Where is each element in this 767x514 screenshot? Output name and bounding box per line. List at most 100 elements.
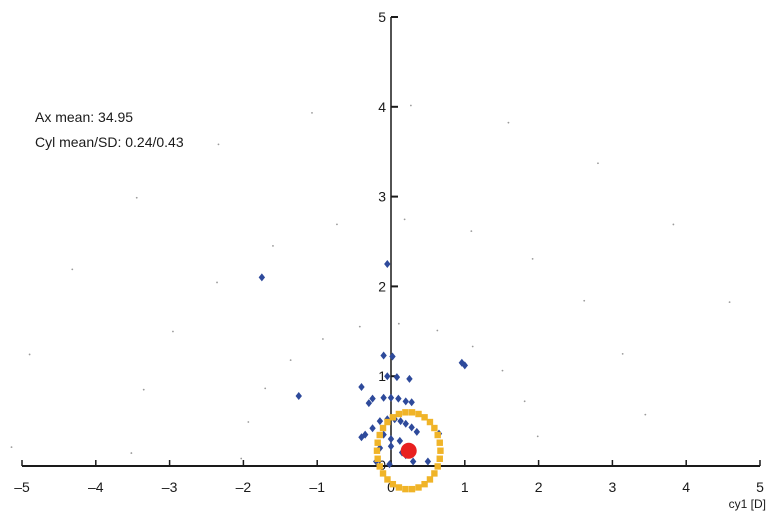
data-point xyxy=(397,417,404,426)
x-tick-label: –4 xyxy=(88,479,104,495)
grid-dot xyxy=(142,388,145,391)
grid-dot xyxy=(216,281,218,284)
grid-dot xyxy=(501,369,504,372)
grid-dot xyxy=(130,452,133,454)
sd-circle-marker xyxy=(395,484,403,491)
data-point xyxy=(402,419,409,428)
sd-circle-marker xyxy=(389,480,397,488)
sd-circle-marker xyxy=(395,410,403,418)
grid-dot xyxy=(523,400,526,403)
sd-circle-marker xyxy=(421,480,428,488)
data-point xyxy=(386,460,393,469)
data-point xyxy=(376,417,384,426)
sd-circle-marker xyxy=(373,447,381,454)
sd-circle-marker xyxy=(402,485,409,493)
sd-circle-marker xyxy=(437,447,444,454)
x-tick-label: 4 xyxy=(682,479,690,495)
data-point xyxy=(393,373,401,382)
data-point xyxy=(387,442,395,451)
data-point xyxy=(387,435,395,444)
grid-dot xyxy=(172,330,174,333)
data-point xyxy=(387,393,395,402)
sd-circle xyxy=(373,409,444,493)
data-point xyxy=(295,391,302,400)
grid-dot xyxy=(471,345,474,348)
grid-dot xyxy=(71,268,74,271)
grid-dot xyxy=(289,359,292,362)
grid-dot xyxy=(507,121,510,124)
sd-circle-marker xyxy=(421,414,428,421)
grid-dot xyxy=(621,352,624,355)
mean-marker-group xyxy=(400,442,417,459)
grid-dot xyxy=(536,435,539,438)
grid-dot xyxy=(583,299,586,302)
data-point xyxy=(389,352,396,361)
sd-circle-marker xyxy=(384,476,391,483)
data-point xyxy=(396,436,404,445)
sd-circle-marker xyxy=(376,431,383,439)
sd-circle-marker xyxy=(431,424,438,432)
data-point xyxy=(380,351,387,360)
data-point xyxy=(384,259,391,268)
grid-dot xyxy=(240,457,243,460)
grid-dot xyxy=(217,143,220,146)
x-axis-label: cy1 [D] xyxy=(729,497,766,511)
data-point xyxy=(424,457,432,466)
data-point xyxy=(358,382,365,391)
grid-dot xyxy=(397,322,400,325)
grid-dot xyxy=(403,218,406,221)
sd-circle-marker xyxy=(434,431,441,439)
data-points xyxy=(258,259,468,469)
sd-circle-marker xyxy=(426,418,434,426)
x-tick-label: 2 xyxy=(535,479,543,495)
grid-dot xyxy=(28,353,31,356)
grid-dot xyxy=(336,223,338,226)
y-tick-label: 2 xyxy=(378,278,386,294)
sd-circle-marker xyxy=(436,439,443,446)
ax-mean-text: Ax mean: 34.95 xyxy=(35,109,134,125)
grid-dot xyxy=(10,446,13,449)
data-point xyxy=(406,374,413,383)
sd-circle-marker xyxy=(379,470,387,477)
data-point xyxy=(380,393,387,402)
sd-circle-marker xyxy=(374,439,381,446)
grid-dot xyxy=(247,421,250,423)
sd-circle-marker xyxy=(408,485,416,493)
grid-dot xyxy=(311,111,313,114)
data-point xyxy=(402,397,409,406)
grid-dot xyxy=(135,196,138,199)
y-axis-ticks: 012345 xyxy=(378,9,398,473)
sd-circle-marker xyxy=(402,409,409,416)
x-tick-label: –5 xyxy=(14,479,30,495)
sd-circle-marker xyxy=(431,470,438,477)
data-point xyxy=(408,423,415,432)
sd-circle-marker xyxy=(379,424,387,432)
x-tick-label: 5 xyxy=(756,479,764,495)
sd-circle-marker xyxy=(384,418,391,426)
grid-dot xyxy=(322,338,324,340)
x-tick-label: –3 xyxy=(162,479,178,495)
grid-dot xyxy=(470,230,473,232)
grid-dot xyxy=(436,329,439,332)
data-point xyxy=(413,427,421,436)
grid-dot xyxy=(272,245,274,247)
grid-dot xyxy=(672,223,675,226)
sd-circle-marker xyxy=(415,484,422,491)
grid-dot xyxy=(644,413,647,416)
sd-circle-marker xyxy=(408,409,416,416)
data-point xyxy=(384,372,391,381)
sd-circle-marker xyxy=(374,455,381,462)
data-point xyxy=(408,398,415,407)
grid-dot xyxy=(531,257,534,260)
grid-dot xyxy=(728,301,731,304)
data-point xyxy=(358,433,365,442)
grid-dot xyxy=(264,387,267,390)
grid-dot xyxy=(409,104,412,107)
sd-circle-marker xyxy=(389,414,397,421)
cyl-mean-sd-text: Cyl mean/SD: 0.24/0.43 xyxy=(35,134,184,150)
data-point xyxy=(365,399,373,408)
grid-dot xyxy=(358,325,361,328)
x-tick-label: 1 xyxy=(461,479,469,495)
mean-marker xyxy=(400,442,417,459)
x-tick-label: –2 xyxy=(236,479,252,495)
